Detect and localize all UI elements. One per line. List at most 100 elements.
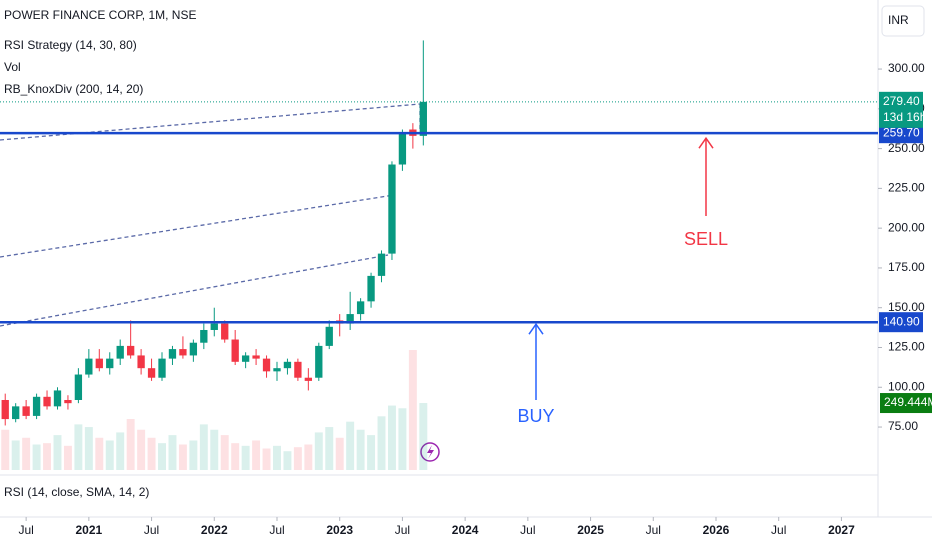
candle-body <box>221 323 229 340</box>
candle-body <box>147 368 156 378</box>
candle-body <box>106 358 114 369</box>
volume-layer <box>1 350 428 470</box>
volume-bar <box>116 432 125 470</box>
volume-bar <box>262 448 271 470</box>
candle-body <box>126 345 135 356</box>
x-tick-label: Jul <box>646 523 661 537</box>
y-tick-label: 200.00 <box>888 220 925 234</box>
volume-bar <box>84 427 93 470</box>
last-price-label: 279.40 <box>883 94 920 108</box>
candle-body <box>241 355 250 362</box>
volume-bar <box>63 445 72 470</box>
currency-label: INR <box>888 13 909 27</box>
x-tick-label: 2025 <box>577 523 604 537</box>
volume-label: 249.444M <box>884 395 932 409</box>
candle-body <box>325 326 333 346</box>
candle-body <box>304 377 313 381</box>
y-tick-label: 125.00 <box>888 340 925 354</box>
candle-body <box>273 368 281 372</box>
arrow-head <box>698 136 714 149</box>
volume-bar <box>105 440 114 470</box>
annotation-label: SELL <box>684 229 728 249</box>
candle-body <box>262 358 271 372</box>
indicator-legend: Vol <box>4 60 21 74</box>
volume-label-box <box>880 393 932 414</box>
volume-bar <box>408 350 417 470</box>
candle-body <box>377 253 386 276</box>
volume-bar <box>346 421 355 470</box>
currency-button[interactable] <box>881 5 925 37</box>
x-tick-label: Jul <box>395 523 410 537</box>
candle-body <box>137 355 145 369</box>
candle-body <box>32 396 41 416</box>
indicator-legend: RSI Strategy (14, 30, 80) <box>4 38 137 52</box>
event-bolt <box>427 445 434 459</box>
trendline <box>0 194 395 258</box>
candle-body <box>356 301 365 315</box>
candle-body <box>388 164 396 254</box>
volume-bar <box>74 424 83 470</box>
candle-body <box>158 358 166 378</box>
candle-body <box>283 361 292 369</box>
y-tick-label: 250.00 <box>888 141 925 155</box>
volume-bar <box>220 435 229 470</box>
candle-body <box>200 329 208 343</box>
y-tick-label: 300.00 <box>888 61 925 75</box>
volume-bar <box>126 418 135 470</box>
volume-bar <box>210 429 219 470</box>
volume-bar <box>356 429 365 470</box>
candle-body <box>168 349 177 359</box>
volume-bar <box>158 443 166 470</box>
volume-bar <box>387 405 396 470</box>
x-tick-label: Jul <box>18 523 33 537</box>
x-tick-label: Jul <box>520 523 535 537</box>
volume-bar <box>199 424 208 470</box>
volume-bar <box>168 435 177 470</box>
trendline <box>0 254 389 327</box>
level-label: 140.90 <box>883 314 920 328</box>
volume-bar <box>231 443 240 470</box>
symbol-title: POWER FINANCE CORP, 1M, NSE <box>4 8 196 22</box>
volume-bar <box>398 408 407 470</box>
candle-body <box>74 374 83 400</box>
trendlines <box>0 103 421 327</box>
annotation-label: BUY <box>517 406 554 426</box>
x-tick-label: 2022 <box>201 523 228 537</box>
candle-body <box>252 355 260 359</box>
x-tick-label: Jul <box>144 523 159 537</box>
volume-bar <box>304 444 313 470</box>
candle-body <box>419 101 427 136</box>
x-tick-label: 2023 <box>326 523 353 537</box>
volume-bar <box>147 437 156 470</box>
volume-bar <box>367 435 376 470</box>
candle-body <box>95 358 103 369</box>
y-tick-label: 75.00 <box>888 419 918 433</box>
volume-bar <box>189 440 198 470</box>
countdown-label: 13d 16h <box>883 110 926 124</box>
candle-body <box>12 406 20 420</box>
x-tick-label: 2026 <box>703 523 730 537</box>
candle-body <box>43 396 51 407</box>
volume-bar <box>293 447 302 470</box>
y-tick-label: 225.00 <box>888 181 925 195</box>
volume-bar <box>137 429 146 470</box>
candle-body <box>116 345 124 359</box>
level-label-box <box>879 123 923 144</box>
volume-bar <box>283 451 292 470</box>
candle-body <box>346 314 354 324</box>
y-tick-label: 175.00 <box>888 260 925 274</box>
volume-bar <box>325 427 334 470</box>
candle-body <box>53 390 62 407</box>
candle-body <box>398 132 407 165</box>
volume-bar <box>95 437 104 470</box>
indicator-legend: RB_KnoxDiv (200, 14, 20) <box>4 82 143 96</box>
candle-body <box>22 406 30 416</box>
x-tick-label: 2021 <box>75 523 102 537</box>
volume-bar <box>1 429 10 470</box>
x-tick-label: 2027 <box>828 523 855 537</box>
arrow-head <box>528 322 544 335</box>
level-label: 259.70 <box>883 125 920 139</box>
candle-body <box>189 342 198 356</box>
volume-bar <box>178 444 187 470</box>
